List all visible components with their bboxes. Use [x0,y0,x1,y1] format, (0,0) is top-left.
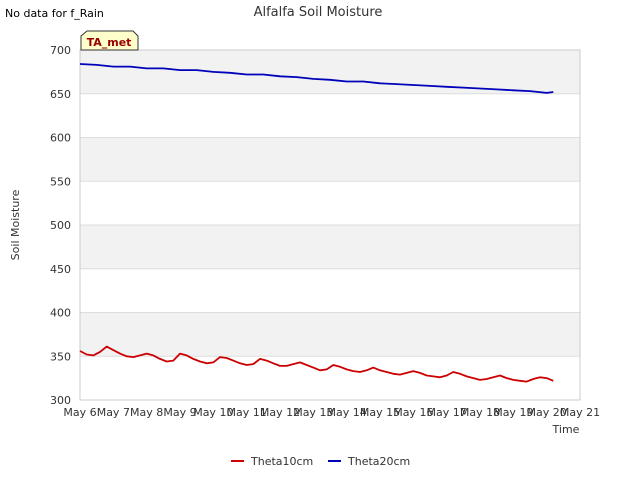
series-line-theta10cm [79,345,554,383]
y-tick-label: 450 [50,263,71,276]
series-lines [79,63,554,383]
x-tick-label: May 13 [293,406,333,419]
x-tick-label: May 12 [260,406,300,419]
plot-band [80,137,580,182]
y-tick-label: 550 [50,175,71,188]
x-tick-label: May 14 [327,406,367,419]
x-tick-label: May 8 [130,406,163,419]
plot-band [80,225,580,269]
plot-band [80,50,580,94]
y-tick-label: 500 [50,219,71,232]
legend: Theta10cm Theta20cm [231,455,410,468]
chart-title: Alfalfa Soil Moisture [254,5,383,20]
x-tick-label: May 18 [460,406,500,419]
plot-bands [80,50,580,400]
ta-met-label: TA_met [87,36,132,49]
x-tick-label: May 6 [63,406,96,419]
y-tick-label: 400 [50,307,71,320]
y-tick-label: 300 [50,394,71,407]
plot-band [80,356,580,400]
x-tick-label: May 16 [393,406,433,419]
y-tick-label: 350 [50,350,71,363]
plot-band [80,312,580,357]
x-tick-label: May 21 [560,406,600,419]
legend-label-theta10cm: Theta10cm [250,455,313,468]
y-tick-label: 700 [50,44,71,57]
ta-met-badge: TA_met [80,30,139,51]
x-tick-label: May 11 [227,406,267,419]
x-tick-label: May 19 [493,406,533,419]
no-data-notice: No data for f_Rain [5,7,104,20]
x-tick-label: May 15 [360,406,400,419]
x-tick-label: May 9 [163,406,196,419]
series-line-theta20cm [79,63,554,94]
y-tick-label: 600 [50,132,71,145]
x-tick-label: May 17 [427,406,467,419]
plot-band [80,268,580,313]
x-tick-label: May 7 [97,406,130,419]
y-tick-label: 650 [50,88,71,101]
y-axis-ticks: 300 350 400 450 500 550 600 650 700 [50,44,71,407]
y-axis-label: Soil Moisture [9,189,22,260]
plot-frame [79,49,581,401]
legend-label-theta20cm: Theta20cm [347,455,410,468]
x-axis-label: Time [552,423,580,436]
x-tick-label: May 20 [527,406,567,419]
plot-band [80,93,580,138]
plot-band [80,181,580,225]
x-tick-label: May 10 [193,406,233,419]
